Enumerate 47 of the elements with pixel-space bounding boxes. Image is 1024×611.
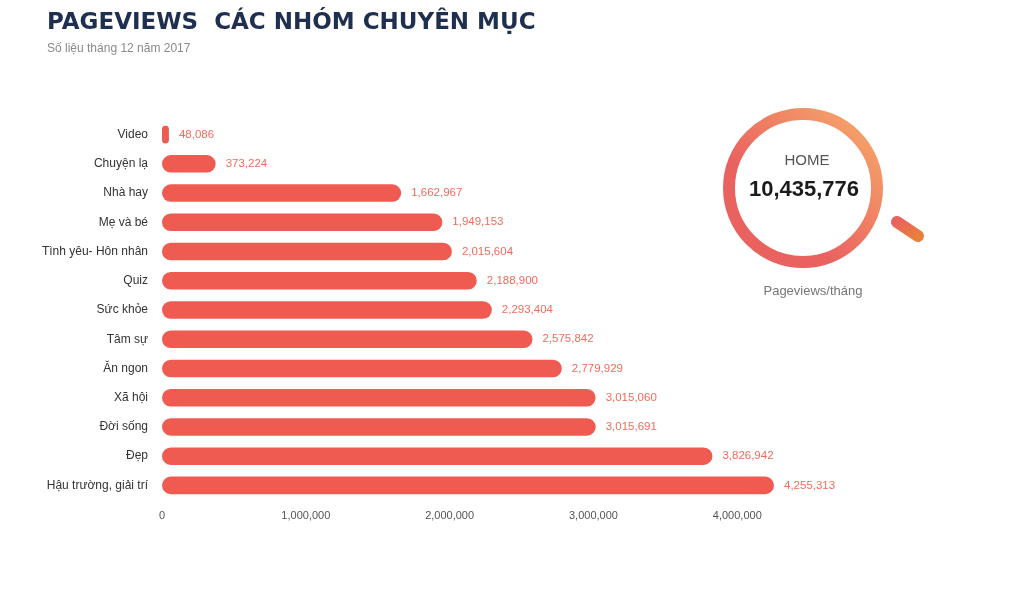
bar — [162, 242, 452, 261]
y-tick-label: Hậu trường, giải trí — [46, 477, 149, 492]
bar — [162, 359, 562, 378]
data-label: 3,826,942 — [722, 449, 774, 462]
bar — [162, 213, 443, 232]
y-tick-label: Ăn ngon — [103, 359, 148, 375]
y-tick-label: Sức khỏe — [96, 302, 149, 317]
annotation: 10,435,776 — [747, 176, 861, 203]
data-label: 1,662,967 — [411, 186, 463, 199]
y-tick-label: Tâm sự — [106, 331, 148, 346]
y-tick-label: Mẹ và bé — [98, 214, 149, 229]
data-label: 48,086 — [178, 127, 215, 140]
y-tick-label: Chuyện lạ — [93, 156, 149, 171]
data-label: 2,188,900 — [486, 273, 538, 286]
text: HOME — [783, 151, 831, 169]
bar — [162, 184, 402, 202]
x-tick-label: 1,000,000 — [281, 508, 331, 521]
y-tick-label: Quiz — [123, 273, 148, 288]
y-tick-label: Nhà hay — [103, 185, 148, 200]
data-label: 4,255,313 — [784, 478, 836, 491]
y-tick-label: Tình yêu- Hôn nhân — [41, 243, 148, 258]
bar — [162, 388, 596, 407]
bar — [162, 476, 774, 495]
y-tick-label: Đẹp — [125, 448, 149, 463]
bar — [162, 301, 492, 319]
y-tick-label: Video — [117, 126, 149, 141]
data-label: 2,575,842 — [542, 332, 594, 345]
y-tick-label: Đời sống — [99, 419, 148, 434]
data-label: 1,949,153 — [452, 215, 504, 228]
data-label: 3,015,691 — [605, 420, 657, 433]
data-label: 2,293,404 — [501, 303, 554, 316]
bar — [162, 330, 533, 348]
annotation: Pageviews/tháng — [762, 283, 864, 299]
x-tick-label: 3,000,000 — [568, 508, 618, 521]
x-tick-label: 4,000,000 — [712, 508, 762, 521]
x-tick-label: 2,000,000 — [425, 508, 475, 521]
chart-subtitle: Số liệu tháng 12 năm 2017 — [47, 41, 191, 56]
bar — [162, 272, 477, 290]
y-tick-label: Xã hội — [113, 390, 148, 404]
chart-title: PAGEVIEWS CÁC NHÓM CHUYÊN MỤC — [47, 7, 536, 35]
bar — [162, 418, 596, 436]
data-label: 3,015,060 — [605, 390, 657, 403]
x-tick-label: 0 — [158, 508, 166, 521]
data-label: 2,015,604 — [461, 244, 514, 257]
data-label: 2,779,929 — [571, 361, 623, 374]
bar — [162, 447, 713, 465]
data-label: 373,224 — [225, 157, 268, 170]
